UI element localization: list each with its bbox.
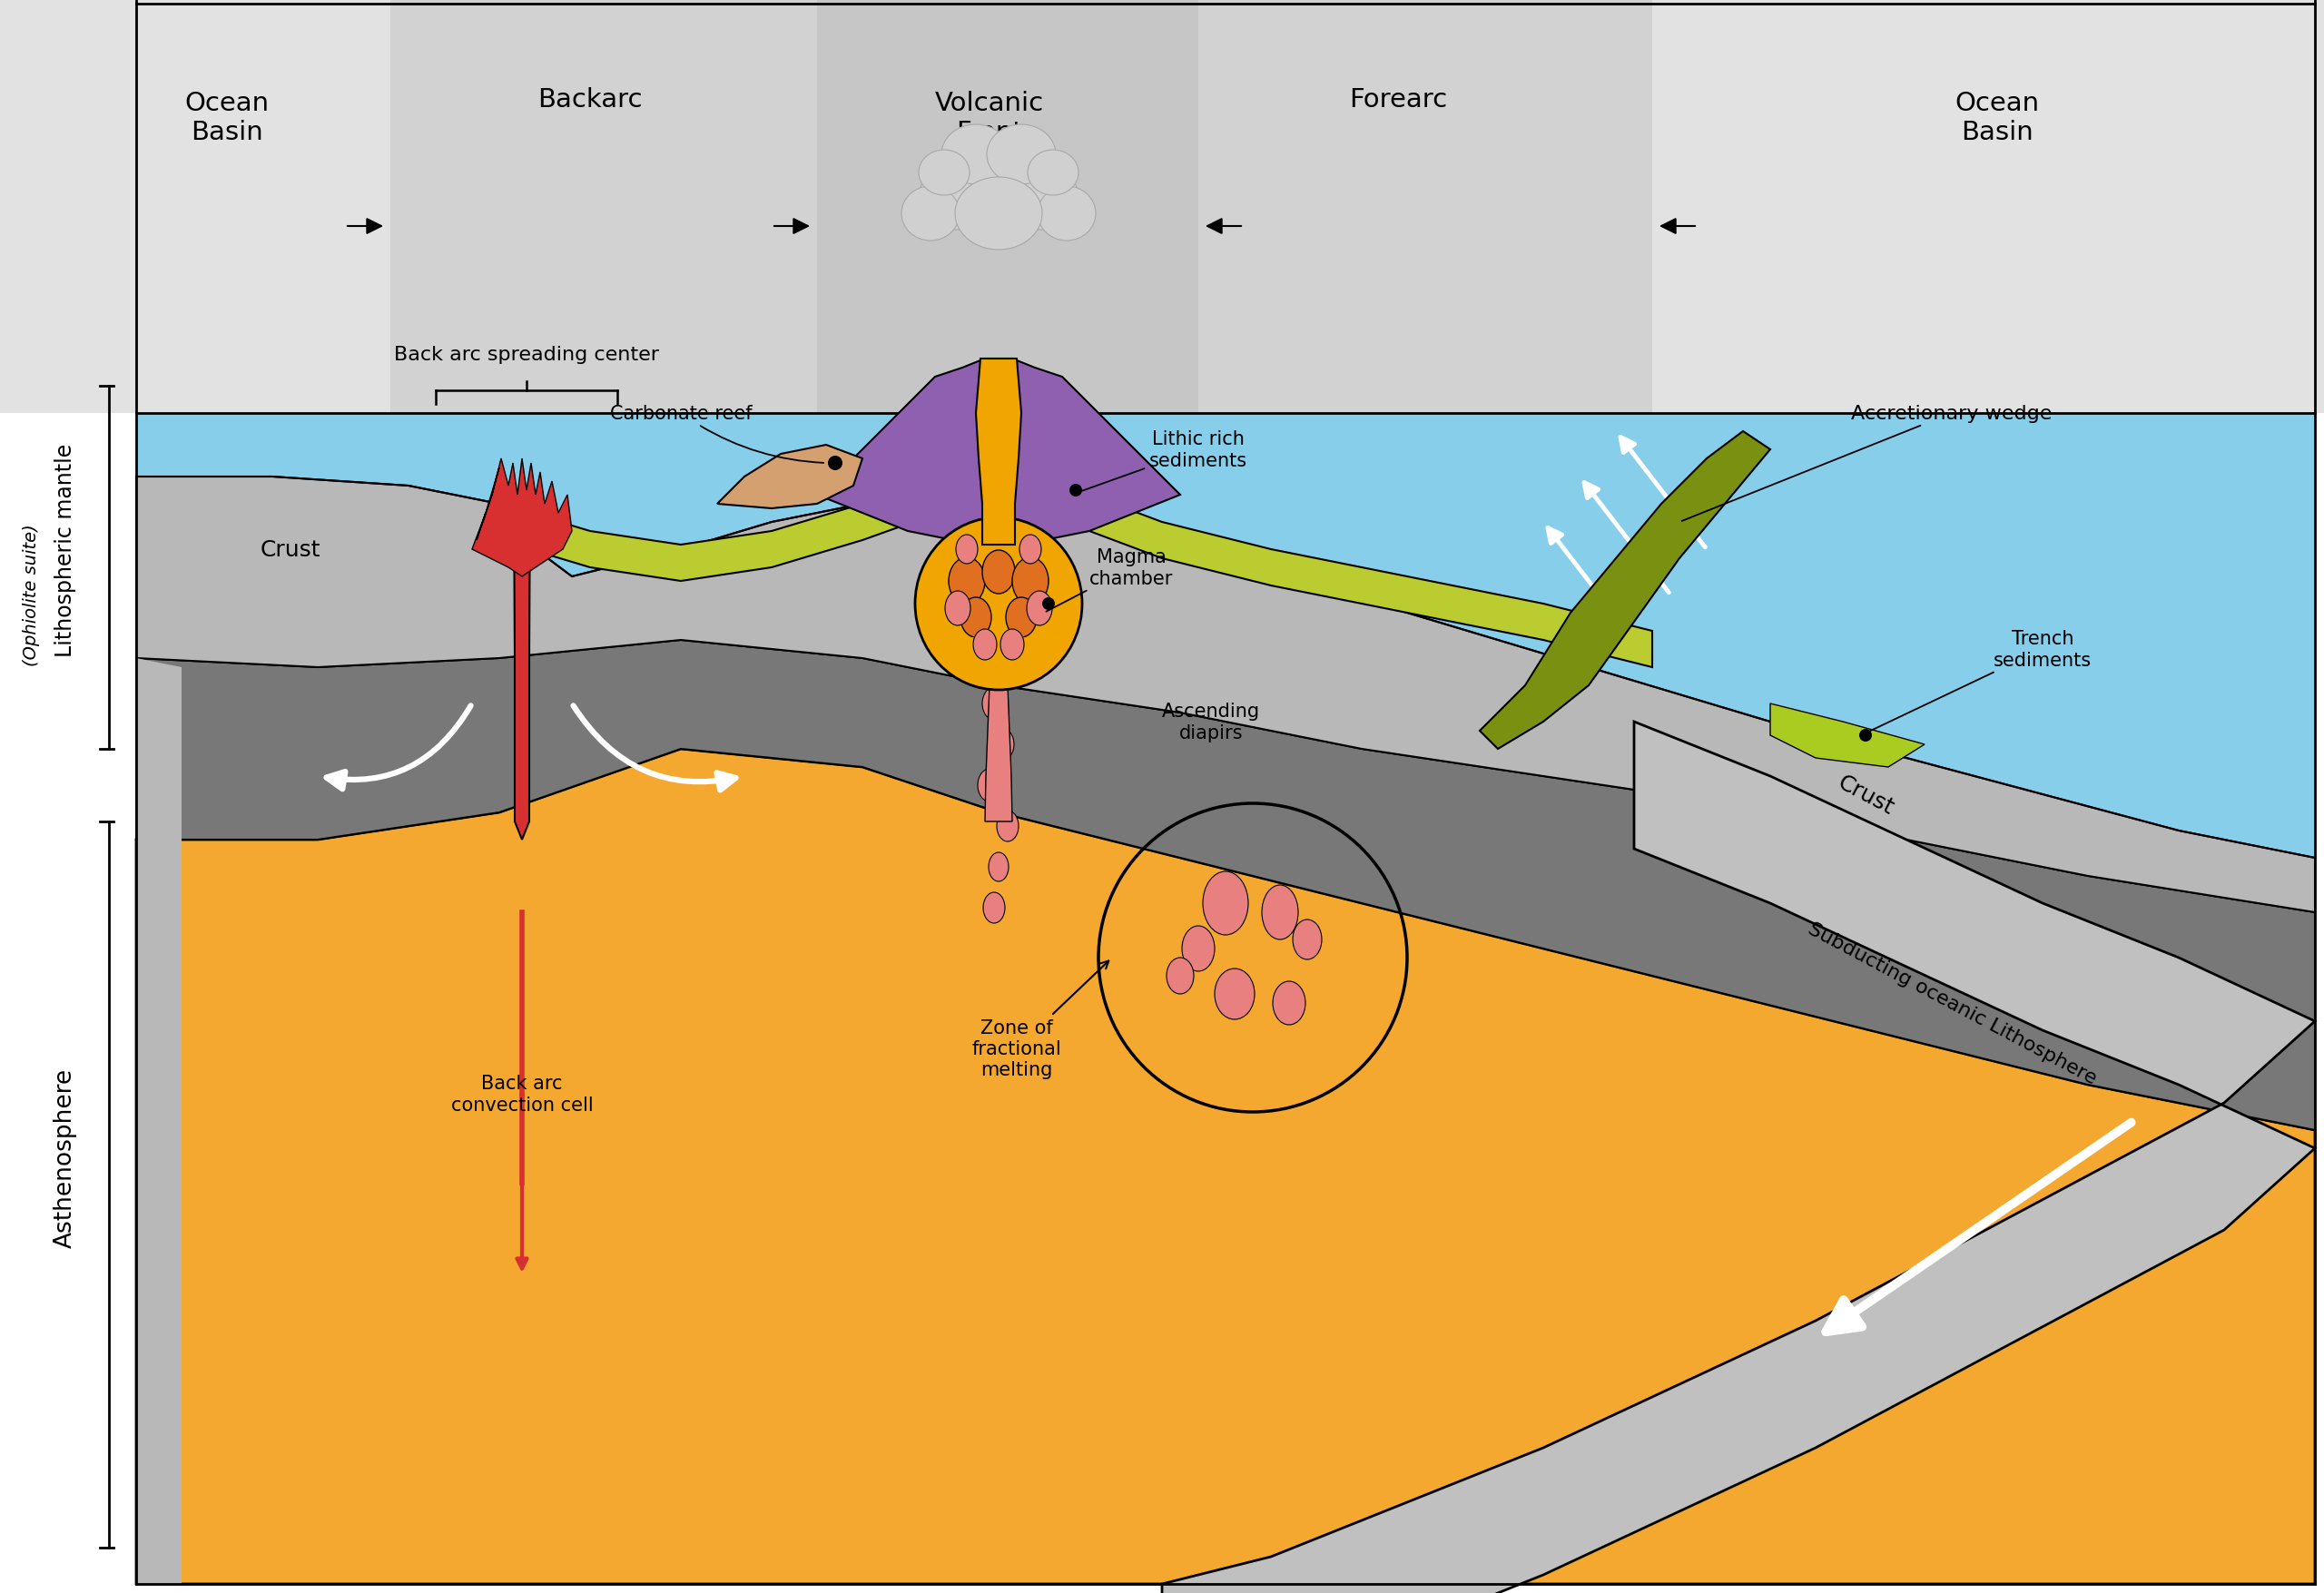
Ellipse shape [1027,591,1053,626]
Ellipse shape [988,126,1055,185]
Circle shape [827,456,844,472]
Polygon shape [1652,0,2324,414]
Ellipse shape [1002,161,1078,231]
Text: Carbonate reef: Carbonate reef [609,405,823,464]
Circle shape [1041,597,1055,610]
Polygon shape [976,360,1020,545]
Polygon shape [1771,704,1924,768]
Ellipse shape [955,178,1041,250]
Ellipse shape [983,892,1004,924]
Text: Lithospheric mantle: Lithospheric mantle [53,443,77,656]
Text: Ascending
diapirs: Ascending diapirs [1162,703,1260,742]
Ellipse shape [1013,558,1048,605]
Ellipse shape [1027,151,1078,196]
Text: Volcanic
Front: Volcanic Front [934,91,1043,145]
Text: Crust: Crust [1834,771,1896,819]
Ellipse shape [1006,597,1037,637]
Ellipse shape [999,629,1025,661]
Ellipse shape [983,551,1016,594]
Polygon shape [507,486,539,840]
Ellipse shape [1183,926,1215,972]
Ellipse shape [902,186,960,241]
Ellipse shape [1215,969,1255,1020]
Ellipse shape [1274,981,1306,1026]
Text: Forearc: Forearc [1348,88,1448,113]
Polygon shape [818,360,1181,545]
Polygon shape [472,459,572,577]
Ellipse shape [916,518,1083,690]
Polygon shape [818,0,1199,414]
Ellipse shape [920,161,997,231]
Ellipse shape [997,811,1018,841]
Ellipse shape [948,558,985,605]
Ellipse shape [1167,957,1195,994]
Ellipse shape [960,597,992,637]
Ellipse shape [992,730,1013,760]
Ellipse shape [1262,886,1299,940]
FancyArrowPatch shape [325,706,472,790]
Ellipse shape [941,126,1011,185]
Ellipse shape [1020,535,1041,564]
Polygon shape [985,687,1013,822]
Polygon shape [137,658,181,1583]
Ellipse shape [978,769,1002,801]
Ellipse shape [985,640,1011,677]
Text: Lithic rich
sediments: Lithic rich sediments [1074,430,1248,494]
Polygon shape [481,495,562,567]
Ellipse shape [946,591,971,626]
Ellipse shape [983,688,1006,720]
Ellipse shape [948,137,1048,218]
Text: Back arc spreading center: Back arc spreading center [395,346,660,363]
FancyArrowPatch shape [1827,1123,2131,1332]
Polygon shape [1199,0,1652,414]
Text: Trench
sediments: Trench sediments [1864,629,2092,734]
Text: Zone of
fractional
melting: Zone of fractional melting [971,961,1109,1078]
Ellipse shape [918,151,969,196]
Text: Asthenosphere: Asthenosphere [53,1067,77,1247]
Text: Crust: Crust [260,538,321,561]
Polygon shape [500,459,1652,667]
Text: Ocean
Basin: Ocean Basin [184,91,270,145]
Polygon shape [137,478,2315,913]
Polygon shape [718,446,862,508]
Ellipse shape [1204,871,1248,935]
Text: Subducting oceanic Lithosphere: Subducting oceanic Lithosphere [1803,919,2099,1088]
Polygon shape [137,749,2315,1583]
Text: Back arc
convection cell: Back arc convection cell [451,1074,593,1114]
Text: Backarc: Backarc [537,88,641,113]
Polygon shape [0,0,390,414]
FancyArrowPatch shape [574,706,737,790]
Polygon shape [137,640,2315,1131]
Circle shape [1859,730,1871,742]
Polygon shape [390,0,818,414]
Ellipse shape [988,852,1009,883]
Circle shape [1069,484,1083,497]
Text: Accretionary wedge: Accretionary wedge [1683,405,2052,521]
Text: Ocean
Basin: Ocean Basin [1954,91,2040,145]
Ellipse shape [974,629,997,661]
Ellipse shape [1292,919,1322,961]
Text: Magma
chamber: Magma chamber [1046,548,1174,612]
Ellipse shape [955,535,978,564]
Polygon shape [1480,432,1771,749]
Text: (Ophiolite suite): (Ophiolite suite) [23,524,40,666]
Polygon shape [137,414,2315,859]
Ellipse shape [1037,186,1095,241]
Polygon shape [1162,722,2315,1593]
